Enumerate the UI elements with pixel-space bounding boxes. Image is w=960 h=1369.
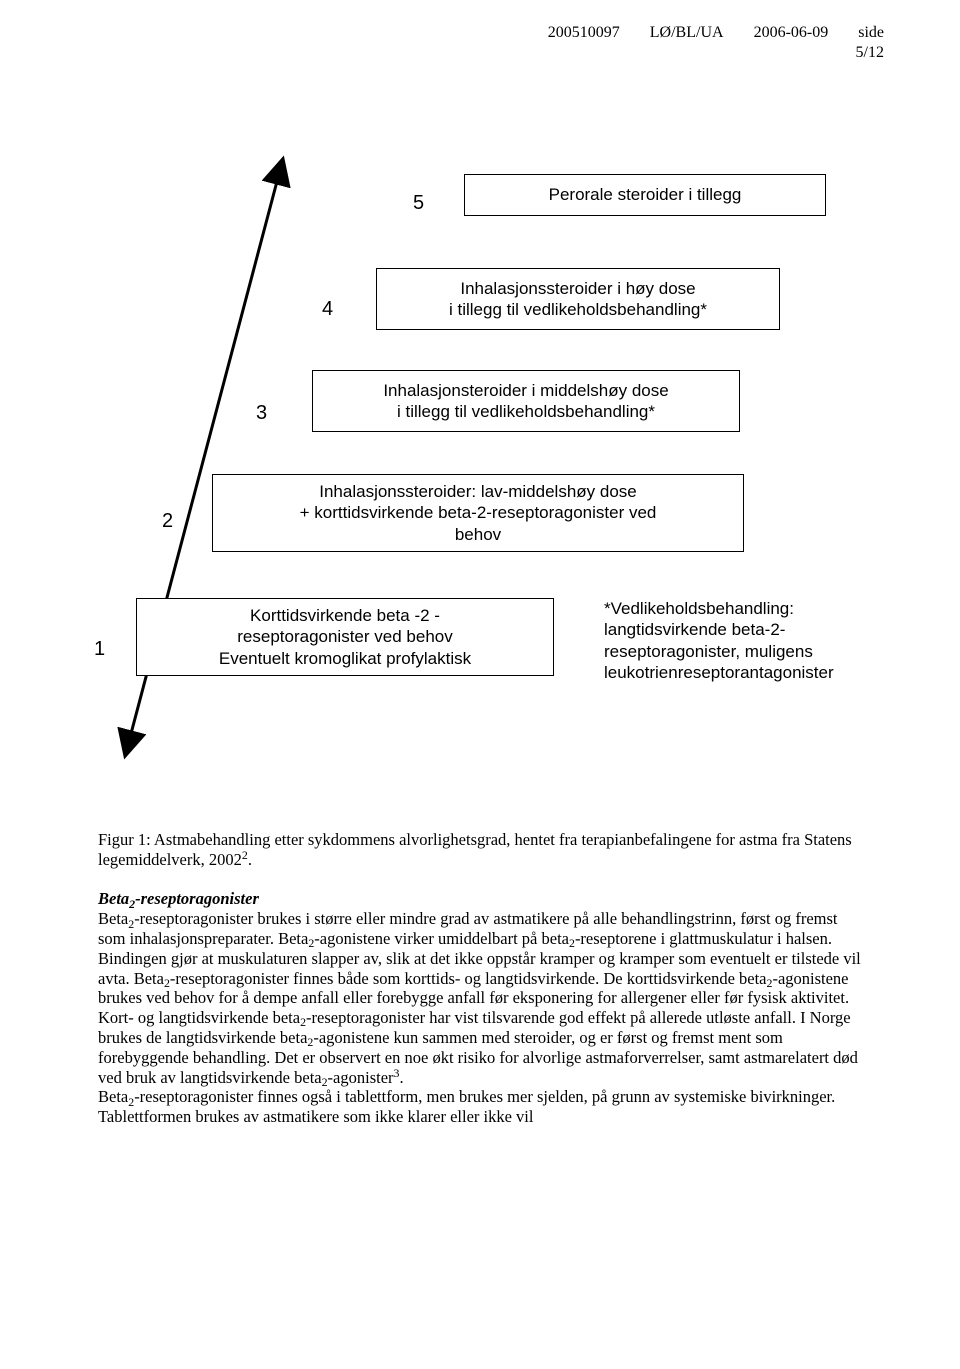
doc-date: 2006-06-09	[754, 24, 829, 42]
doc-id: 200510097	[548, 24, 620, 42]
section-heading: Beta2-reseptoragonister	[98, 889, 862, 909]
step-number-3: 3	[256, 402, 267, 425]
paragraph-1: Beta2-reseptoragonister brukes i større …	[98, 909, 862, 1087]
step-box-1: Korttidsvirkende beta -2 -reseptoragonis…	[136, 598, 554, 676]
step-box-2: Inhalasjonssteroider: lav-middelshøy dos…	[212, 474, 744, 552]
body-text: Figur 1: Astmabehandling etter sykdommen…	[98, 830, 862, 1127]
doc-code: LØ/BL/UA	[650, 24, 724, 42]
page-number: 5/12	[856, 44, 884, 62]
footnote-maintenance: *Vedlikeholdsbehandling:langtidsvirkende…	[604, 598, 896, 683]
step-number-2: 2	[162, 510, 173, 533]
step-number-5: 5	[413, 192, 424, 215]
step-box-3: Inhalasjonsteroider i middelshøy dosei t…	[312, 370, 740, 432]
side-label: side	[858, 24, 884, 42]
step-number-1: 1	[94, 638, 105, 661]
step-box-4: Inhalasjonssteroider i høy dosei tillegg…	[376, 268, 780, 330]
page-header: 200510097 LØ/BL/UA 2006-06-09 side	[548, 24, 884, 42]
treatment-step-diagram: 5 Perorale steroider i tillegg 4 Inhalasjon…	[0, 70, 960, 770]
step-number-4: 4	[322, 298, 333, 321]
figure-caption: Figur 1: Astmabehandling etter sykdommen…	[98, 830, 862, 870]
paragraph-2: Beta2-reseptoragonister finnes også i ta…	[98, 1087, 862, 1127]
step-box-5: Perorale steroider i tillegg	[464, 174, 826, 216]
